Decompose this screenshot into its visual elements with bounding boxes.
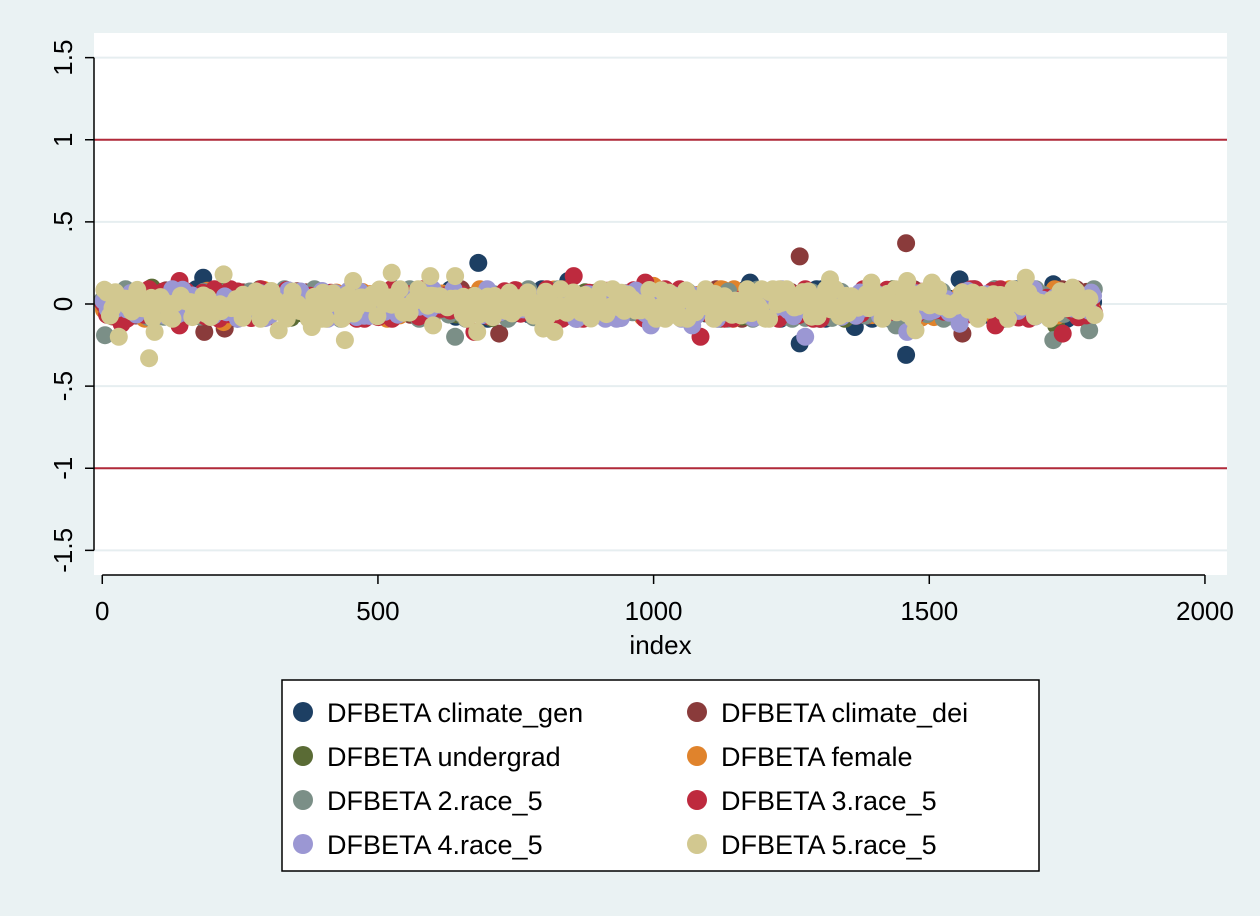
- data-point: [545, 322, 564, 341]
- data-point: [140, 349, 159, 368]
- data-point: [446, 267, 465, 286]
- data-point: [950, 314, 969, 333]
- legend-marker-1: [687, 702, 707, 722]
- data-point: [760, 309, 779, 328]
- legend-marker-6: [293, 834, 313, 854]
- data-point: [1085, 306, 1104, 325]
- data-point: [564, 267, 583, 286]
- data-point: [316, 309, 335, 328]
- data-point: [96, 326, 114, 345]
- data-point: [1063, 278, 1082, 297]
- legend: DFBETA climate_gen DFBETA climate_dei DFBE…: [281, 679, 1040, 872]
- data-point: [195, 322, 214, 341]
- x-tick-label-1: 500: [356, 596, 399, 626]
- data-point: [269, 321, 288, 340]
- data-point: [109, 327, 128, 346]
- data-point: [344, 272, 363, 290]
- reference-lines: [94, 138, 1227, 470]
- legend-marker-5: [687, 790, 707, 810]
- data-point: [999, 309, 1017, 328]
- data-point: [897, 234, 916, 253]
- data-point: [1080, 289, 1099, 308]
- data-point: [390, 280, 409, 299]
- data-point: [906, 321, 925, 340]
- series-7: [95, 263, 1104, 368]
- data-point: [163, 309, 182, 328]
- axes: -1.5 -1 -.5 0 .5 1 1.5 0 500 1000 1500 2000: [48, 40, 1234, 626]
- legend-box: [281, 679, 1040, 872]
- legend-label-0: DFBETA climate_gen: [327, 698, 583, 728]
- legend-marker-7: [687, 834, 707, 854]
- data-point: [1016, 268, 1035, 287]
- legend-marker-4: [293, 790, 313, 810]
- data-point: [581, 309, 600, 328]
- legend-label-4: DFBETA 2.race_5: [327, 786, 543, 816]
- y-tick-label-1: -1: [48, 457, 78, 480]
- data-point: [1080, 321, 1099, 340]
- data-point: [382, 263, 401, 282]
- legend-label-1: DFBETA climate_dei: [721, 698, 968, 728]
- x-tick-label-4: 2000: [1176, 596, 1234, 626]
- data-point: [821, 270, 839, 289]
- legend-label-2: DFBETA undergrad: [327, 742, 561, 772]
- data-points: [93, 234, 1104, 368]
- x-tick-label-0: 0: [95, 596, 109, 626]
- y-tick-label-6: 1.5: [48, 40, 78, 76]
- legend-label-6: DFBETA 4.race_5: [327, 830, 543, 860]
- data-point: [898, 272, 917, 290]
- data-point: [1053, 324, 1072, 343]
- data-point: [469, 253, 488, 272]
- x-tick-label-3: 1500: [900, 596, 958, 626]
- data-point: [862, 273, 881, 292]
- y-tick-label-2: -.5: [48, 371, 78, 401]
- legend-marker-3: [687, 746, 707, 766]
- data-point: [421, 267, 440, 286]
- data-point: [145, 322, 164, 341]
- legend-label-3: DFBETA female: [721, 742, 913, 772]
- y-tick-label-3: 0: [48, 297, 78, 311]
- data-point: [302, 318, 321, 336]
- data-point: [923, 273, 941, 292]
- data-point: [790, 247, 809, 266]
- legend-label-5: DFBETA 3.race_5: [721, 786, 937, 816]
- data-point: [335, 331, 354, 350]
- y-tick-label-5: 1: [48, 133, 78, 147]
- y-tick-label-0: -1.5: [48, 528, 78, 573]
- data-point: [796, 327, 815, 346]
- legend-marker-0: [293, 702, 313, 722]
- legend-label-7: DFBETA 5.race_5: [721, 830, 937, 860]
- data-point: [214, 265, 233, 284]
- data-point: [490, 324, 509, 343]
- y-tick-label-4: .5: [48, 211, 78, 233]
- legend-marker-2: [293, 746, 313, 766]
- x-axis-title: index: [629, 630, 691, 660]
- data-point: [446, 327, 465, 346]
- data-point: [424, 316, 443, 335]
- data-point: [897, 345, 916, 364]
- x-tick-label-2: 1000: [625, 596, 683, 626]
- data-point: [468, 322, 487, 341]
